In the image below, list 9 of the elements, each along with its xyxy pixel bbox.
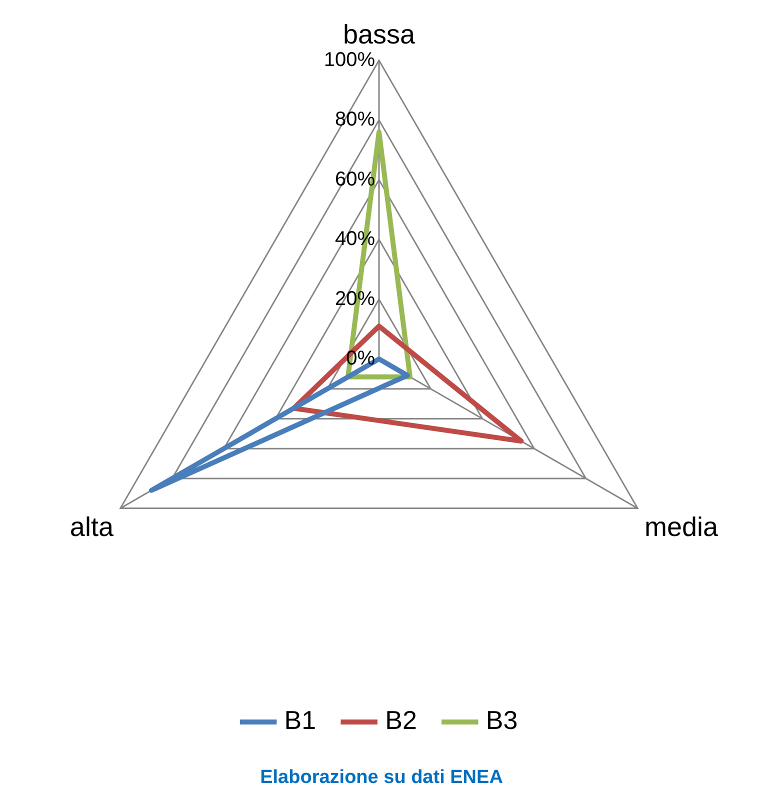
- spoke-label: alta: [70, 512, 114, 542]
- legend-label: B1: [284, 705, 316, 736]
- legend-label: B3: [486, 705, 518, 736]
- spoke-label: bassa: [342, 20, 416, 50]
- spoke-label: media: [644, 512, 720, 542]
- text: Elaborazione su dati ENEA: [260, 767, 504, 788]
- y-tick-label: 100%: [324, 48, 376, 71]
- legend-label: B2: [385, 705, 417, 736]
- y-tick-label: 80%: [334, 108, 376, 131]
